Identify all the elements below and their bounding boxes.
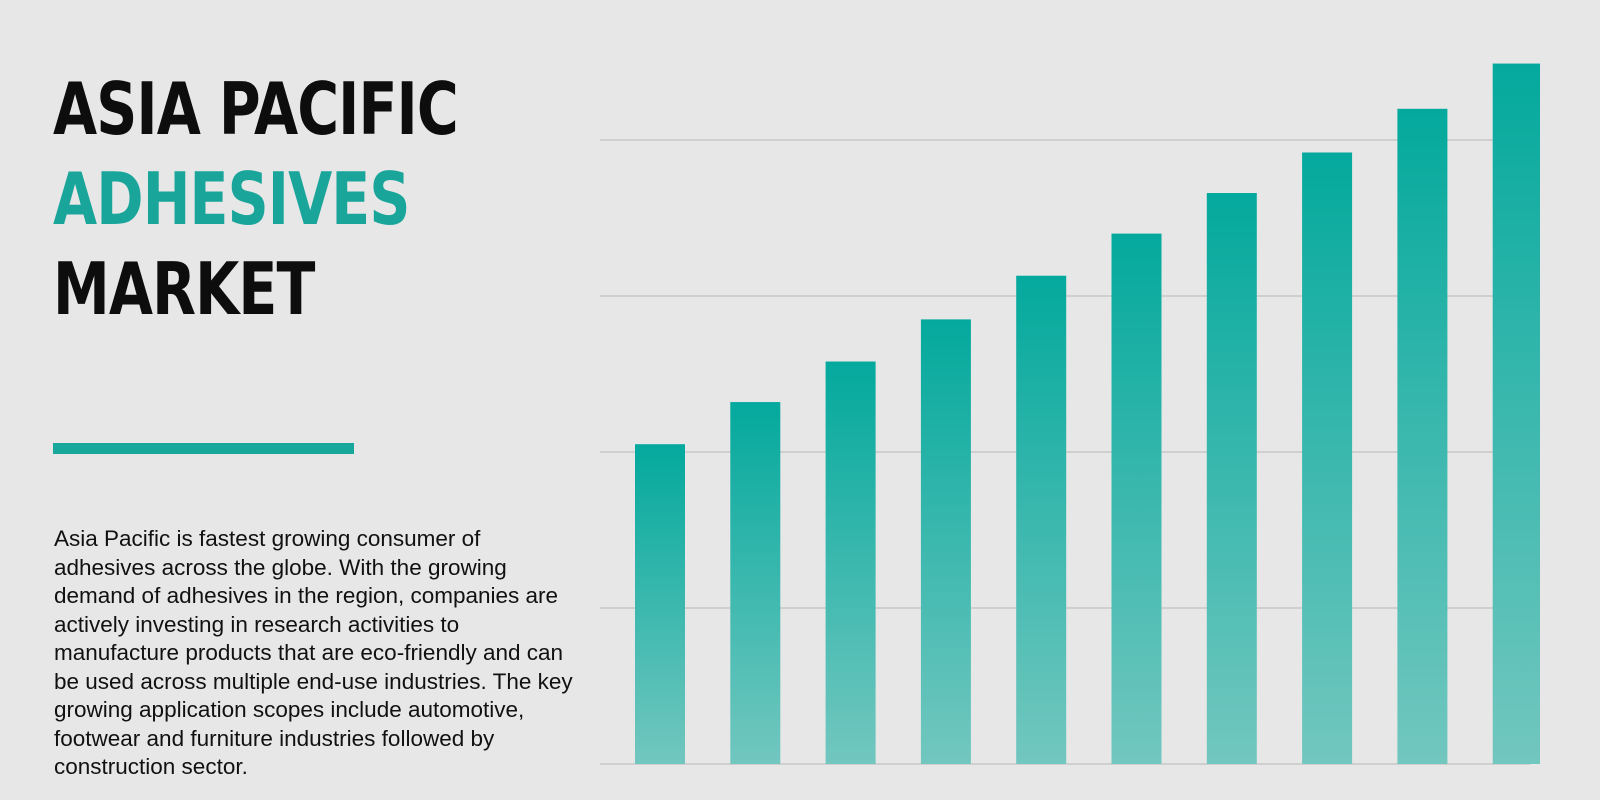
bar [1206, 193, 1257, 765]
title-line-2: ADHESIVES [53, 157, 410, 241]
bar [1302, 152, 1353, 765]
bar [635, 444, 685, 764]
bar [825, 361, 876, 764]
bar [730, 402, 781, 764]
description-text: Asia Pacific is fastest growing consumer… [54, 526, 573, 779]
title-line-3: MARKET [53, 247, 315, 331]
title-divider [53, 443, 354, 454]
bar [1397, 108, 1448, 765]
bar [1111, 233, 1162, 765]
bar [1016, 275, 1067, 764]
page-title: ASIA PACIFIC ADHESIVES MARKET [53, 64, 513, 334]
bar [920, 319, 971, 764]
bar [1492, 63, 1540, 765]
title-line-1: ASIA PACIFIC [53, 67, 459, 151]
bars [635, 63, 1540, 765]
bar-chart [600, 63, 1540, 765]
